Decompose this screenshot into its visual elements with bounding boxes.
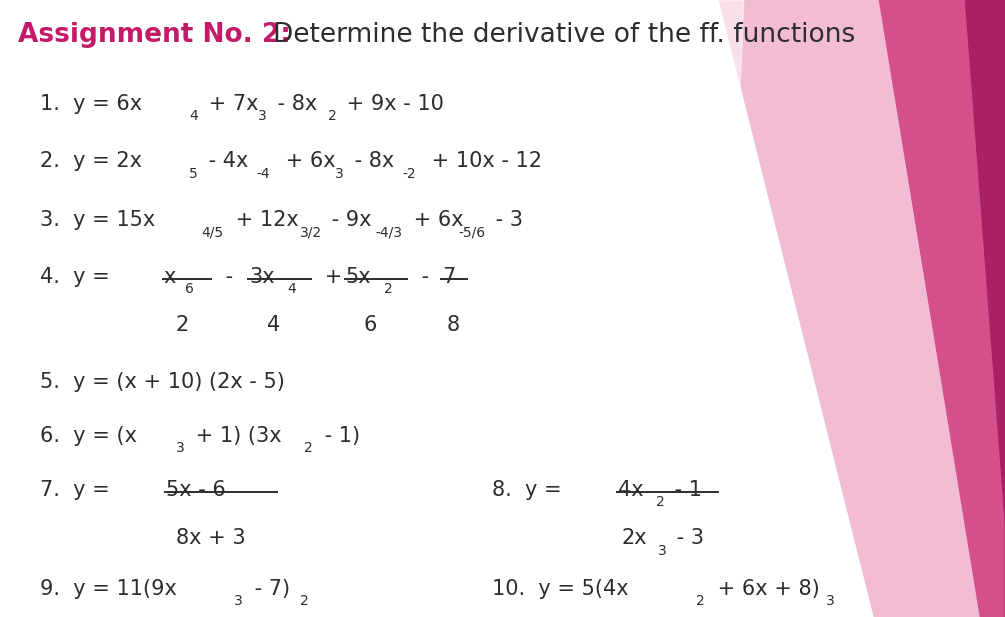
Text: -2: -2: [402, 167, 416, 181]
Text: - 8x: - 8x: [348, 151, 394, 171]
Text: 5.  y = (x + 10) (2x - 5): 5. y = (x + 10) (2x - 5): [40, 372, 285, 392]
Text: 3: 3: [335, 167, 344, 181]
Text: 2: 2: [304, 441, 313, 455]
Text: - 3: - 3: [670, 528, 705, 548]
Text: 5x: 5x: [346, 267, 371, 286]
Text: + 6x + 8): + 6x + 8): [711, 579, 819, 598]
Text: 3: 3: [826, 594, 835, 608]
Text: - 1): - 1): [318, 426, 360, 445]
Text: 4/5: 4/5: [201, 225, 223, 239]
Text: + 1) (3x: + 1) (3x: [189, 426, 281, 445]
Text: 4: 4: [287, 282, 296, 296]
Text: 3x: 3x: [249, 267, 274, 286]
Text: - 3: - 3: [489, 210, 524, 230]
Text: 10.  y = 5(4x: 10. y = 5(4x: [492, 579, 629, 598]
Text: 7.  y =: 7. y =: [40, 480, 117, 500]
Text: 4.  y =: 4. y =: [40, 267, 117, 286]
Text: 6: 6: [185, 282, 194, 296]
Text: + 7x: + 7x: [202, 94, 258, 114]
Text: -: -: [219, 267, 246, 286]
Text: 2: 2: [300, 594, 310, 608]
Text: 2: 2: [696, 594, 706, 608]
Text: 3: 3: [658, 544, 667, 558]
Text: 3: 3: [234, 594, 243, 608]
Text: 3.  y = 15x: 3. y = 15x: [40, 210, 156, 230]
Text: + 9x - 10: + 9x - 10: [340, 94, 443, 114]
Text: -: -: [415, 267, 436, 286]
Text: 2.  y = 2x: 2. y = 2x: [40, 151, 142, 171]
Text: + 10x - 12: + 10x - 12: [425, 151, 542, 171]
Text: 5x - 6: 5x - 6: [166, 480, 225, 500]
Text: 2: 2: [384, 282, 393, 296]
Text: 4: 4: [189, 109, 198, 123]
Text: - 7): - 7): [248, 579, 290, 598]
Text: Determine the derivative of the ff. functions: Determine the derivative of the ff. func…: [273, 22, 855, 48]
Polygon shape: [879, 0, 1005, 617]
Text: 2x: 2x: [621, 528, 646, 548]
Text: 6: 6: [364, 315, 377, 334]
Text: 5: 5: [189, 167, 198, 181]
Text: 6.  y = (x: 6. y = (x: [40, 426, 138, 445]
Text: Assignment No. 2:: Assignment No. 2:: [18, 22, 291, 48]
Text: +: +: [318, 267, 349, 286]
Text: 8x + 3: 8x + 3: [176, 528, 245, 548]
Text: 3: 3: [176, 441, 185, 455]
Text: + 12x: + 12x: [229, 210, 298, 230]
Text: - 1: - 1: [668, 480, 702, 500]
Polygon shape: [719, 0, 1005, 617]
Text: -4/3: -4/3: [376, 225, 403, 239]
Text: 4: 4: [267, 315, 280, 334]
Text: -5/6: -5/6: [458, 225, 485, 239]
Polygon shape: [698, 0, 769, 617]
Text: - 4x: - 4x: [202, 151, 248, 171]
Text: + 6x: + 6x: [407, 210, 463, 230]
Text: -4: -4: [256, 167, 270, 181]
Text: x: x: [164, 267, 176, 286]
Text: 7: 7: [442, 267, 455, 286]
Text: 2: 2: [656, 495, 665, 510]
Text: + 6x: + 6x: [279, 151, 336, 171]
Polygon shape: [719, 0, 744, 617]
Text: 3/2: 3/2: [299, 225, 322, 239]
Text: 3: 3: [258, 109, 267, 123]
Text: 1.  y = 6x: 1. y = 6x: [40, 94, 143, 114]
Text: 9.  y = 11(9x: 9. y = 11(9x: [40, 579, 177, 598]
Text: 8: 8: [446, 315, 459, 334]
Text: - 9x: - 9x: [325, 210, 371, 230]
Text: 2: 2: [328, 109, 337, 123]
Polygon shape: [965, 0, 1005, 617]
Text: 8.  y =: 8. y =: [492, 480, 569, 500]
Text: 4x: 4x: [618, 480, 643, 500]
Text: - 8x: - 8x: [271, 94, 318, 114]
Text: 2: 2: [176, 315, 189, 334]
